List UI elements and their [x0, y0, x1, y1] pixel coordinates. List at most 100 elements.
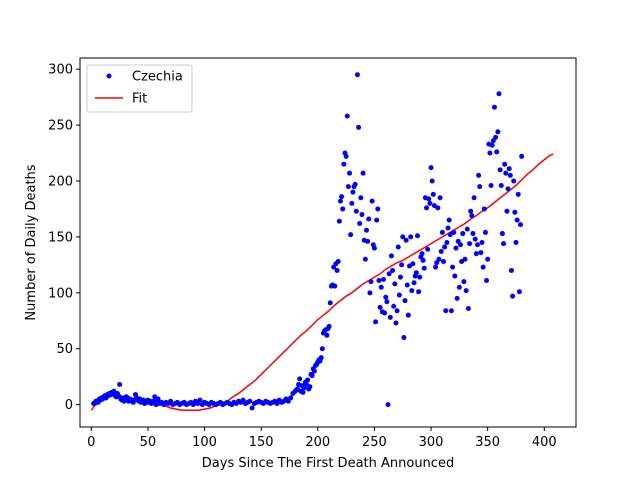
data-point [476, 172, 482, 178]
data-point [399, 262, 405, 268]
data-point [503, 170, 509, 176]
data-point [388, 253, 394, 259]
data-point [479, 240, 485, 245]
data-point [393, 320, 399, 326]
data-point [435, 205, 441, 211]
data-point [335, 259, 341, 265]
x-tick-label: 200 [305, 435, 330, 450]
data-point [362, 256, 368, 262]
y-tick-label: 100 [48, 286, 73, 301]
data-point [347, 170, 353, 176]
x-axis-ticks: 0 50 100 150 200 250 300 350 400 [87, 427, 557, 450]
data-point [336, 218, 342, 224]
data-point [454, 295, 460, 301]
data-point [374, 217, 380, 223]
data-point [451, 229, 457, 235]
data-point [343, 153, 349, 159]
data-point [365, 238, 371, 244]
data-point [443, 308, 449, 314]
data-point [367, 290, 373, 296]
data-point [394, 308, 400, 314]
czechia-series [91, 72, 525, 411]
data-point [481, 206, 487, 212]
data-point [506, 166, 512, 172]
data-point [437, 195, 443, 201]
data-point [516, 289, 522, 295]
data-point [473, 251, 479, 257]
data-point [319, 346, 325, 352]
data-point [478, 250, 484, 256]
data-point [387, 314, 393, 320]
data-point [430, 191, 436, 197]
data-point [510, 293, 516, 299]
data-point [505, 186, 511, 192]
data-point [309, 373, 315, 379]
data-point [377, 304, 383, 310]
data-point [480, 264, 486, 270]
data-point [448, 308, 454, 314]
data-point [518, 222, 524, 228]
data-point [438, 248, 444, 254]
data-point [332, 283, 338, 289]
data-point [360, 170, 366, 176]
data-point [433, 264, 439, 270]
data-point [378, 284, 384, 290]
data-point [356, 124, 362, 130]
data-point [353, 208, 359, 214]
data-point [354, 72, 360, 78]
data-point [404, 282, 410, 288]
y-axis-ticks: 0 50 100 150 200 250 300 [48, 63, 80, 413]
y-tick-label: 200 [48, 175, 73, 190]
data-point [249, 405, 255, 411]
data-point [456, 284, 462, 290]
data-point [416, 289, 422, 295]
legend: Czechia Fit [86, 64, 193, 113]
data-point [318, 355, 324, 361]
data-point [305, 377, 311, 383]
x-tick-label: 150 [249, 435, 274, 450]
data-point [512, 209, 518, 215]
data-point [307, 384, 313, 390]
data-point [403, 237, 409, 243]
data-point [326, 323, 332, 329]
data-point [341, 161, 347, 167]
data-point [499, 231, 505, 237]
legend-label-fit: Fit [132, 92, 147, 107]
data-point [502, 161, 508, 167]
data-point [482, 229, 488, 235]
data-point [507, 172, 513, 178]
x-tick-label: 0 [87, 435, 95, 450]
data-point [352, 181, 358, 187]
data-point [411, 280, 417, 286]
data-point [471, 195, 477, 201]
data-point [369, 198, 375, 204]
data-point [392, 281, 398, 287]
data-point [445, 225, 451, 231]
data-point [513, 240, 519, 245]
fit-line [90, 153, 554, 411]
data-point [515, 191, 521, 197]
data-point [508, 267, 514, 273]
data-point [488, 182, 494, 188]
data-point [491, 104, 497, 110]
data-point [442, 244, 448, 250]
data-point [484, 278, 490, 284]
legend-label-czechia: Czechia [132, 70, 183, 85]
data-point [359, 212, 365, 218]
y-axis-label: Number of Daily Deaths [24, 164, 39, 320]
data-point [409, 288, 415, 294]
data-point [334, 267, 340, 273]
data-point [472, 236, 478, 242]
data-point [395, 244, 401, 250]
data-point [504, 208, 510, 214]
data-point [197, 397, 203, 403]
data-point [511, 178, 517, 184]
data-point [498, 182, 504, 188]
x-tick-label: 400 [532, 435, 557, 450]
data-point [464, 226, 470, 232]
data-point [366, 216, 372, 222]
data-point [297, 376, 303, 382]
data-point [462, 256, 468, 262]
data-point [421, 265, 427, 271]
